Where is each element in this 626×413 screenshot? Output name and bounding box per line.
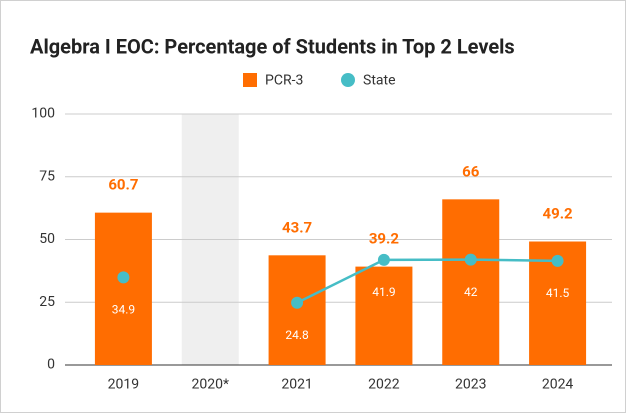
point-value-label: 24.8 [285,328,309,342]
bar-value-label: 43.7 [282,218,312,236]
point [117,271,130,284]
legend-marker [341,73,355,87]
y-tick-label: 50 [39,231,55,247]
bar-value-label: 60.7 [108,176,138,194]
point [464,253,477,266]
x-tick-label: 2021 [281,377,312,393]
y-tick-label: 75 [39,168,55,184]
point-value-label: 34.9 [112,303,135,317]
y-tick-label: 100 [31,106,55,122]
bar [355,266,413,365]
legend-label: PCR-3 [265,73,303,89]
y-tick-label: 0 [47,357,55,373]
x-tick-label: 2019 [108,377,139,393]
x-tick-label: 2024 [542,377,574,393]
point [551,254,564,267]
x-tick-label: 2022 [368,377,400,393]
bar-value-label: 66 [462,162,480,180]
bar [268,255,326,365]
line [296,258,558,304]
bar-value-label: 39.2 [369,230,400,248]
bar-value-label: 49.2 [542,204,573,222]
y-tick-label: 25 [39,294,55,310]
point-value-label: 41.5 [546,286,570,300]
point [291,296,304,309]
x-tick-label: 2020* [191,377,229,393]
point-value-label: 42 [464,285,478,299]
x-tick-label: 2023 [455,377,486,393]
legend-marker [243,73,257,87]
bar [442,199,500,365]
point [377,253,390,266]
legend: PCR-3 State [243,73,396,89]
chart-title: Algebra I EOC: Percentage of Students in… [30,34,515,58]
point-value-label: 41.9 [372,285,395,299]
legend-label: State [363,73,396,89]
bar [94,212,152,365]
